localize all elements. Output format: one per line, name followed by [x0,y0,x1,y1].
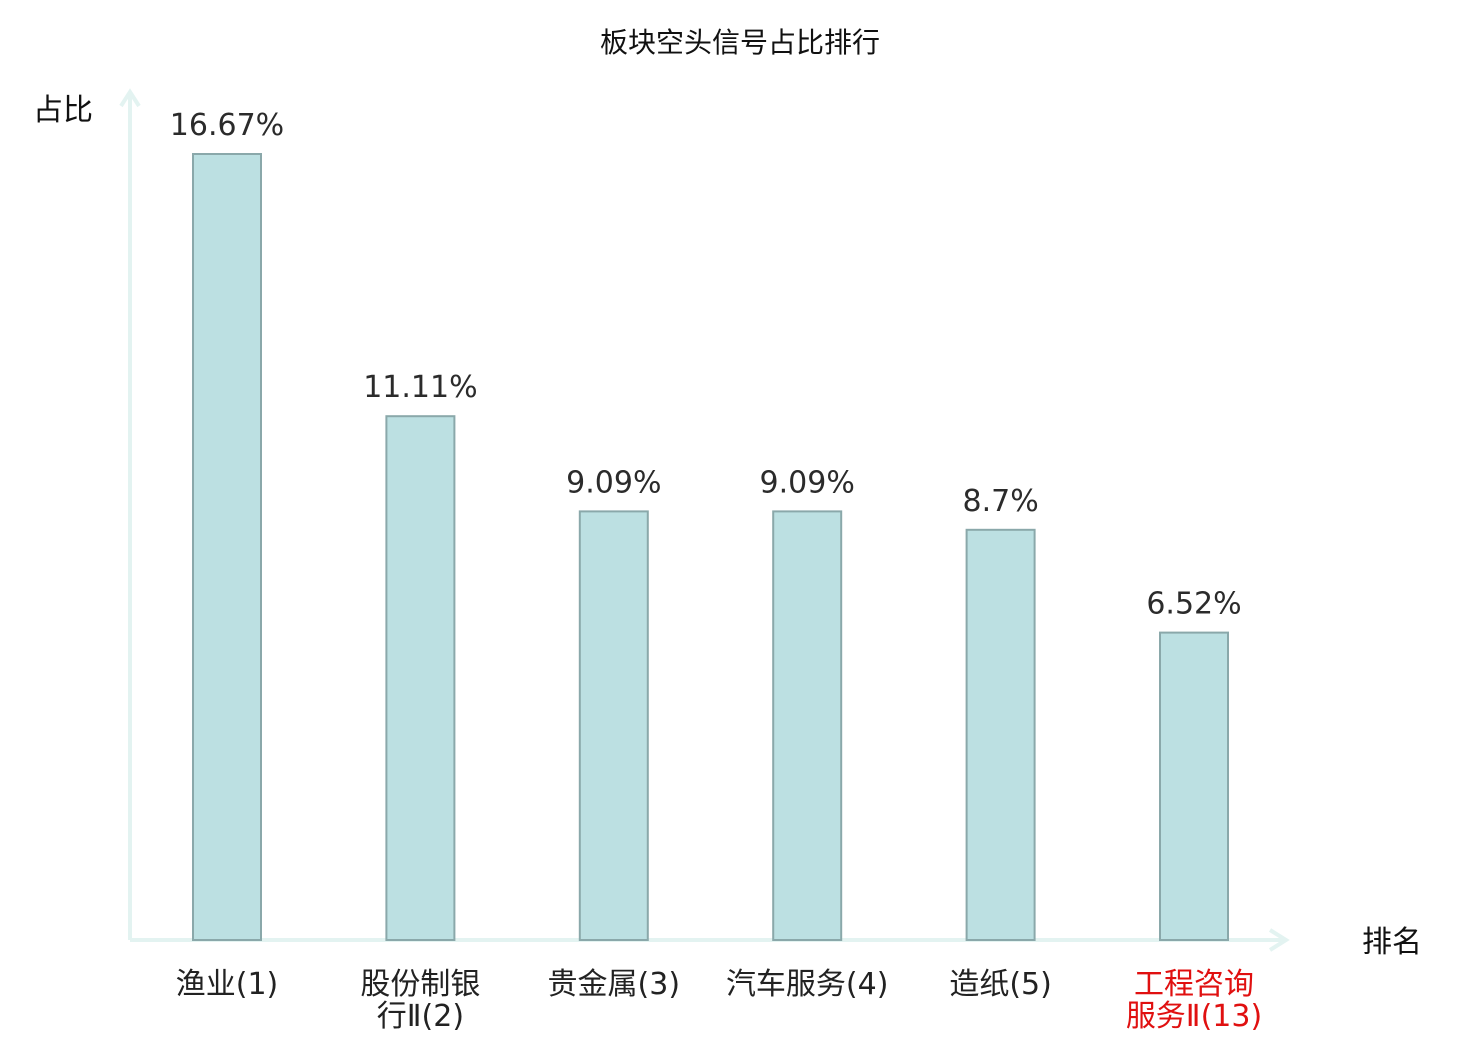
category-label: 贵金属(3) [548,967,681,1002]
bar [965,528,1036,941]
y-axis-arrow-icon [119,88,141,108]
bar-value-label: 16.67% [170,108,284,143]
x-axis-label: 排名 [1362,925,1422,960]
bar [772,510,843,941]
category-label-highlighted: 工程咨询服务Ⅱ(13) [1126,967,1262,1034]
bar-value-label: 9.09% [566,465,661,500]
bar-value-label: 9.09% [760,465,855,500]
chart-title: 板块空头信号占比排行 [600,26,880,59]
category-label: 股份制银行Ⅱ(2) [360,967,480,1034]
category-label: 汽车服务(4) [726,967,889,1002]
bar-value-label: 6.52% [1146,587,1241,622]
bar [578,510,649,941]
y-axis-label: 占比 [33,93,93,128]
bar-value-label: 11.11% [363,370,477,405]
x-axis-arrow-icon [1268,928,1290,952]
bar [385,415,456,941]
bar [192,153,262,941]
category-label: 造纸(5) [949,967,1052,1002]
bar-value-label: 8.7% [962,484,1038,519]
bars-group [192,153,1229,941]
category-label: 渔业(1) [176,967,279,1002]
bar [1159,631,1229,941]
value-labels-group: 16.67% 11.11% 9.09% 9.09% 8.7% 6.52% [170,108,1242,622]
category-labels-group: 渔业(1) 股份制银行Ⅱ(2) 贵金属(3) 汽车服务(4) 造纸(5) 工程咨询服务Ⅱ(… [176,967,1262,1034]
chart-axes [119,88,1290,952]
